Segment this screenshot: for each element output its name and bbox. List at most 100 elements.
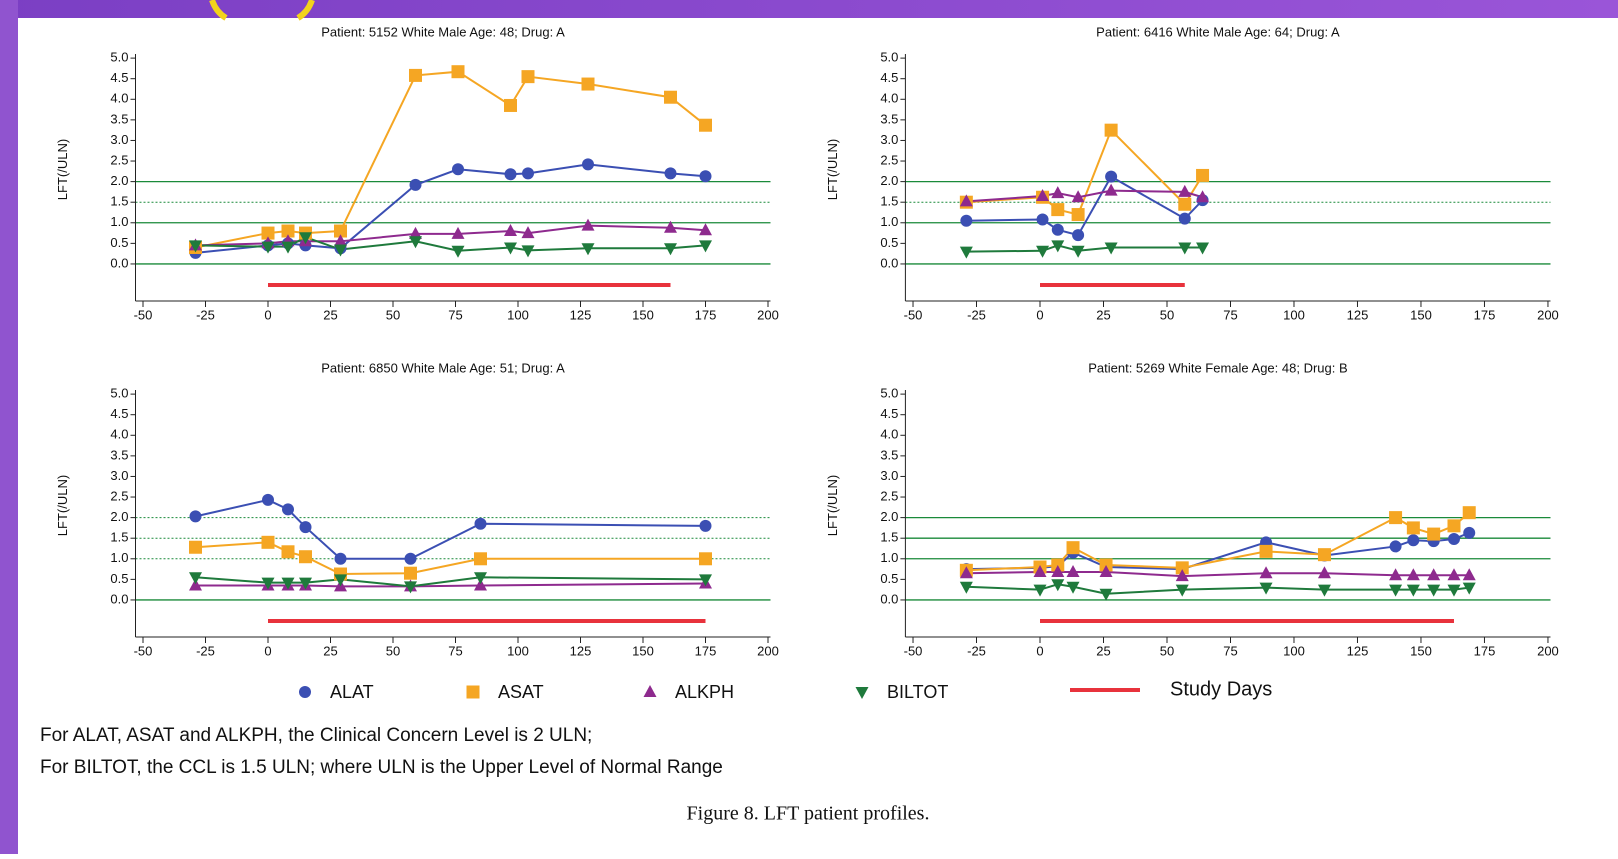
y-tick-label: 3.0 (110, 468, 128, 483)
y-tick-label: 0.5 (880, 571, 898, 586)
chart: Patient: 5269 White Female Age: 48; Drug… (825, 360, 1559, 658)
x-tick-label: 25 (1096, 307, 1110, 322)
y-tick-label: 3.0 (880, 132, 898, 147)
x-tick-label: 200 (757, 643, 779, 658)
x-tick-label: 200 (757, 307, 779, 322)
marker (1389, 584, 1403, 597)
y-axis-label: LFT(/ULN) (55, 475, 70, 536)
y-tick-label: 2.0 (880, 173, 898, 188)
marker (699, 118, 712, 132)
marker (1178, 242, 1192, 255)
x-tick-label: 175 (695, 307, 717, 322)
marker (189, 540, 202, 554)
marker (452, 163, 464, 176)
marker (521, 70, 535, 84)
marker (1447, 519, 1461, 533)
x-tick-label: 175 (1474, 643, 1496, 658)
marker (334, 224, 347, 238)
y-tick-label: 1.5 (880, 194, 898, 209)
x-tick-label: 100 (507, 307, 529, 322)
marker (1462, 506, 1476, 520)
x-tick-label: -50 (904, 307, 923, 322)
marker (1066, 564, 1080, 577)
marker (1317, 566, 1331, 579)
marker (521, 226, 535, 239)
marker (1051, 240, 1065, 253)
marker (699, 240, 712, 253)
y-tick-label: 0.0 (110, 591, 128, 606)
y-tick-label: 0.0 (880, 255, 898, 270)
marker (699, 170, 712, 183)
marker (261, 241, 275, 254)
caption: Figure 8. LFT patient profiles. (687, 803, 930, 825)
x-tick-label: 25 (323, 643, 337, 658)
marker (1462, 582, 1476, 595)
x-tick-label: 25 (323, 307, 337, 322)
y-tick-label: 1.0 (880, 214, 898, 229)
x-tick-label: 150 (1410, 643, 1432, 658)
marker (1105, 170, 1118, 183)
y-axis-label: LFT(/ULN) (825, 139, 840, 200)
marker (451, 226, 465, 239)
y-tick-label: 4.0 (110, 91, 128, 106)
y-tick-label: 0.5 (110, 571, 128, 586)
marker (1259, 582, 1273, 595)
x-tick-label: 50 (1160, 643, 1174, 658)
marker (281, 224, 295, 238)
marker (664, 243, 677, 256)
marker (299, 232, 312, 245)
marker (1051, 564, 1065, 577)
marker (1051, 186, 1065, 199)
decoration (209, 0, 228, 21)
marker (1259, 566, 1273, 579)
marker (960, 214, 973, 227)
marker (1259, 544, 1273, 558)
marker (189, 578, 202, 591)
marker (1099, 588, 1113, 601)
x-tick-label: 0 (1036, 307, 1043, 322)
x-tick-label: 100 (1283, 307, 1305, 322)
marker (582, 158, 594, 171)
marker (959, 194, 973, 207)
x-tick-label: 125 (570, 307, 592, 322)
y-tick-label: 5.0 (880, 50, 898, 65)
y-tick-label: 0.5 (880, 235, 898, 250)
marker (959, 246, 973, 259)
x-tick-label: 125 (1347, 307, 1369, 322)
marker (261, 577, 275, 590)
x-tick-label: 50 (1160, 307, 1174, 322)
y-tick-label: 3.5 (110, 111, 128, 126)
legend-label: ASAT (498, 682, 544, 702)
marker (504, 168, 517, 181)
marker (409, 236, 422, 249)
marker (581, 243, 595, 256)
x-tick-label: 100 (507, 643, 529, 658)
x-tick-label: -25 (967, 307, 986, 322)
y-tick-label: 4.5 (880, 70, 898, 85)
marker (281, 545, 295, 559)
y-tick-label: 5.0 (110, 50, 128, 65)
chart-title: Patient: 6416 White Male Age: 64; Drug: … (1096, 24, 1340, 39)
marker (1099, 564, 1113, 577)
x-tick-label: 50 (386, 307, 400, 322)
x-tick-label: -50 (904, 643, 923, 658)
marker (1196, 242, 1210, 255)
marker (1406, 584, 1420, 597)
y-tick-label: 0.5 (110, 235, 128, 250)
marker (1196, 190, 1210, 203)
y-tick-label: 4.0 (110, 427, 128, 442)
marker (262, 493, 274, 506)
x-tick-label: 200 (1537, 307, 1559, 322)
marker (1389, 540, 1402, 553)
x-tick-label: -50 (134, 643, 153, 658)
marker (1071, 190, 1085, 203)
marker (451, 245, 465, 258)
marker (451, 65, 465, 79)
marker (1175, 584, 1189, 597)
marker (474, 578, 487, 591)
chart-title: Patient: 6850 White Male Age: 51; Drug: … (321, 360, 565, 375)
x-tick-label: 75 (448, 307, 462, 322)
marker (699, 223, 712, 236)
legend-marker (855, 687, 869, 699)
